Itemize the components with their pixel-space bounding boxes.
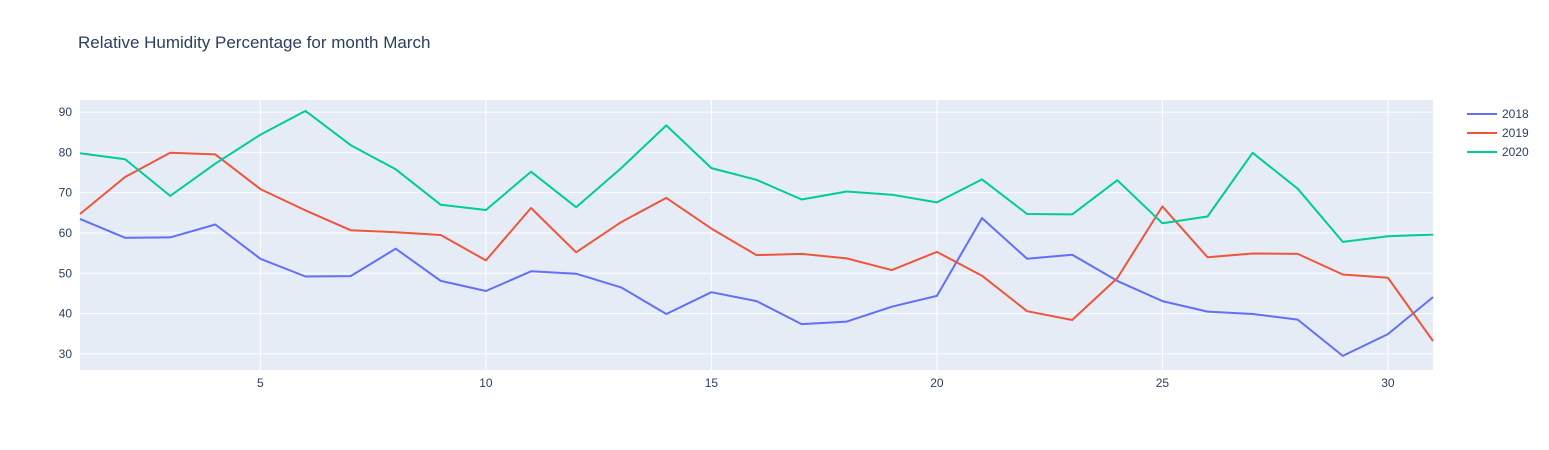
x-tick-label: 25 — [1156, 376, 1170, 390]
x-tick-label: 20 — [930, 376, 944, 390]
series-line-2019 — [79, 151, 1434, 342]
y-axis-ticks: 30 40 50 60 70 80 90 — [59, 105, 73, 361]
legend-item-2019[interactable]: 2019 — [1467, 126, 1529, 140]
y-tick-label: 50 — [59, 266, 73, 280]
y-tick-label: 60 — [59, 226, 73, 240]
x-tick-label: 15 — [705, 376, 719, 390]
plot-background — [80, 100, 1433, 370]
chart-title: Relative Humidity Percentage for month M… — [78, 33, 431, 52]
series-line-2018 — [79, 217, 1434, 357]
legend-label: 2020 — [1502, 145, 1529, 159]
legend[interactable]: 2018 2019 2020 — [1467, 107, 1529, 159]
y-tick-label: 70 — [59, 186, 73, 200]
legend-label: 2019 — [1502, 126, 1529, 140]
x-tick-label: 5 — [257, 376, 264, 390]
y-tick-label: 40 — [59, 307, 73, 321]
y-tick-label: 80 — [59, 145, 73, 159]
series-layer — [79, 109, 1434, 357]
legend-item-2020[interactable]: 2020 — [1467, 145, 1529, 159]
x-axis-ticks: 5 10 15 20 25 30 — [257, 376, 1395, 390]
y-tick-label: 30 — [59, 347, 73, 361]
y-tick-label: 90 — [59, 105, 73, 119]
legend-item-2018[interactable]: 2018 — [1467, 107, 1529, 121]
series-line-2020 — [79, 109, 1434, 243]
legend-label: 2018 — [1502, 107, 1529, 121]
x-tick-label: 30 — [1381, 376, 1395, 390]
x-tick-label: 10 — [479, 376, 493, 390]
grid-layer — [80, 100, 1433, 370]
